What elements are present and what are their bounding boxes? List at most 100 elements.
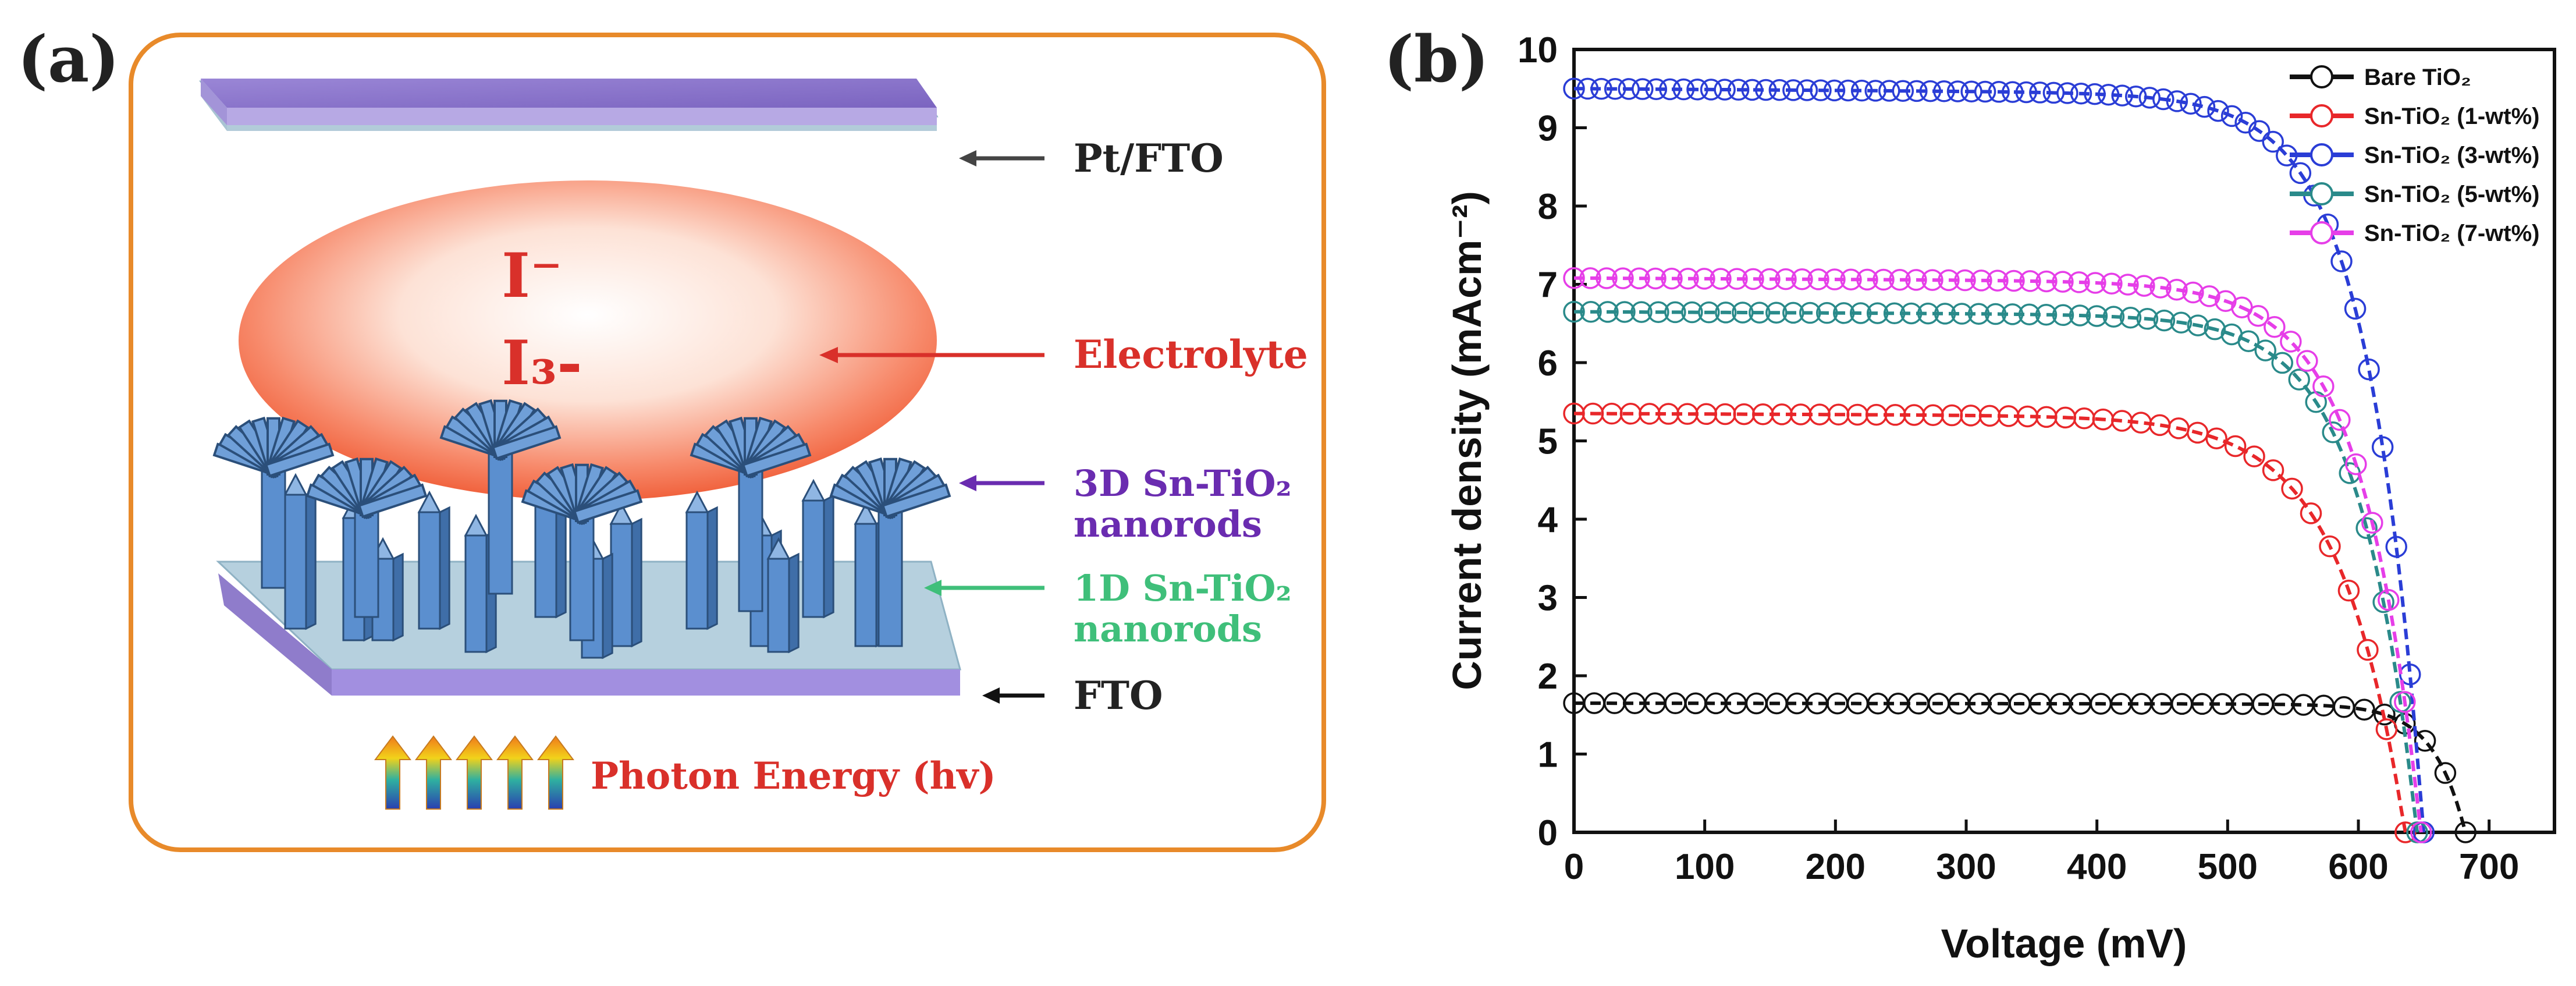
y-tick-label: 4	[1538, 500, 1558, 540]
data-point	[1782, 79, 1804, 101]
data-point	[2029, 81, 2051, 104]
data-point	[1714, 79, 1736, 101]
data-point	[2337, 579, 2360, 602]
label-electrolyte: Electrolyte	[819, 332, 1308, 377]
photon-arrows	[374, 735, 574, 810]
pt-fto-label: Pt/FTO	[1074, 136, 1224, 181]
legend-item: Bare TiO₂	[2290, 65, 2471, 90]
y-tick-label: 1	[1538, 735, 1558, 775]
data-point	[1614, 301, 1636, 323]
series	[1563, 300, 2428, 843]
data-point	[1905, 269, 1927, 291]
data-point	[1686, 78, 1708, 101]
electrolyte-label: Electrolyte	[1074, 332, 1308, 377]
photon-arrow	[374, 735, 411, 810]
data-point	[2205, 427, 2227, 449]
data-point	[1644, 267, 1667, 290]
y-axis-title: Current density (mAcm⁻²)	[1444, 191, 1490, 690]
data-point	[1700, 79, 1722, 101]
data-point	[2300, 502, 2322, 524]
data-point	[1840, 268, 1862, 290]
data-point	[2193, 95, 2216, 118]
legend-marker	[2310, 182, 2333, 205]
x-axis: 0 100 200 300 400 500 600 700	[1564, 820, 2519, 887]
data-point	[2138, 87, 2161, 109]
photon-arrow	[496, 735, 534, 810]
data-point	[1590, 77, 1612, 100]
data-point	[1628, 267, 1650, 290]
x-tick-label: 700	[2459, 847, 2519, 887]
data-point	[1661, 267, 1683, 290]
data-point	[2434, 762, 2457, 784]
legend-label: Sn-TiO₂ (1-wt%)	[2364, 104, 2539, 129]
data-point	[1954, 269, 1976, 292]
jv-chart: 0 100 200 300 400 500 600 700 0 1 2 3 4 5 6 7 8 9 10 Bare…	[1444, 30, 2556, 966]
nanorod-3d-flower	[305, 457, 428, 618]
data-point	[1765, 302, 1788, 324]
data-point	[1950, 303, 1973, 325]
data-point	[1749, 302, 1771, 324]
nanorod-3d-flower	[829, 457, 951, 647]
y-tick-label: 3	[1538, 579, 1558, 619]
data-point	[2035, 303, 2058, 326]
data-point	[2069, 304, 2091, 327]
data-point	[2056, 82, 2078, 104]
data-point	[2119, 306, 2142, 329]
data-point	[2319, 535, 2341, 558]
data-point	[1864, 80, 1886, 102]
series-line	[1574, 310, 2419, 833]
nanorod	[417, 490, 450, 630]
data-point	[2042, 81, 2065, 104]
data-point	[2353, 698, 2375, 721]
data-point	[2052, 271, 2074, 293]
data-point	[1659, 78, 1681, 101]
data-point	[1878, 80, 1900, 102]
data-point	[1824, 268, 1846, 290]
data-point	[1596, 267, 1618, 289]
data-point	[1967, 303, 1990, 325]
y-tick-label: 6	[1538, 343, 1558, 384]
data-point	[2204, 318, 2226, 341]
legend-item: Sn-TiO₂ (1-wt%)	[2290, 104, 2539, 129]
panel-b: (b) 0 100 200 300 400 500 600 700 0 1 2 3 4 5 6 7 8 9 10 …	[1384, 22, 2556, 966]
data-point	[1900, 302, 1923, 325]
data-point	[1645, 78, 1668, 100]
data-point	[2394, 821, 2417, 843]
data-point	[2361, 512, 2383, 534]
label-3d-nanorods: 3D Sn-TiO₂ nanorods	[959, 462, 1292, 545]
data-point	[2084, 83, 2106, 105]
data-point	[1563, 267, 1585, 289]
data-point	[1563, 77, 1585, 100]
data-point	[2003, 269, 2025, 292]
photon-arrow	[415, 735, 452, 810]
nanorod-3d-flower	[439, 399, 562, 595]
data-point	[1612, 267, 1634, 289]
data-point	[1796, 79, 1818, 101]
data-point	[1807, 268, 1829, 290]
x-tick-label: 200	[1806, 847, 1866, 887]
nanorods-1d-line2: nanorods	[1074, 608, 1262, 650]
data-point	[2187, 314, 2209, 336]
data-point	[1693, 268, 1715, 290]
photon-arrow	[456, 735, 493, 810]
x-tick-label: 500	[2198, 847, 2258, 887]
data-point	[1832, 302, 1855, 324]
legend-marker	[2310, 104, 2333, 127]
series	[1563, 77, 2435, 843]
data-point	[1672, 78, 1695, 101]
data-point	[2345, 453, 2367, 476]
data-point	[1632, 78, 1654, 100]
data-point	[1775, 268, 1797, 290]
data-point	[1580, 300, 1602, 323]
legend-label: Sn-TiO₂ (5-wt%)	[2364, 182, 2539, 207]
data-point	[2371, 436, 2394, 458]
y-tick-label: 2	[1538, 657, 1558, 697]
data-point	[2264, 316, 2286, 338]
data-point	[1850, 79, 1873, 102]
data-point	[2344, 297, 2367, 320]
nanorod	[766, 537, 800, 654]
data-point	[2220, 105, 2243, 127]
x-tick-label: 600	[2328, 847, 2388, 887]
data-point	[1664, 301, 1686, 324]
